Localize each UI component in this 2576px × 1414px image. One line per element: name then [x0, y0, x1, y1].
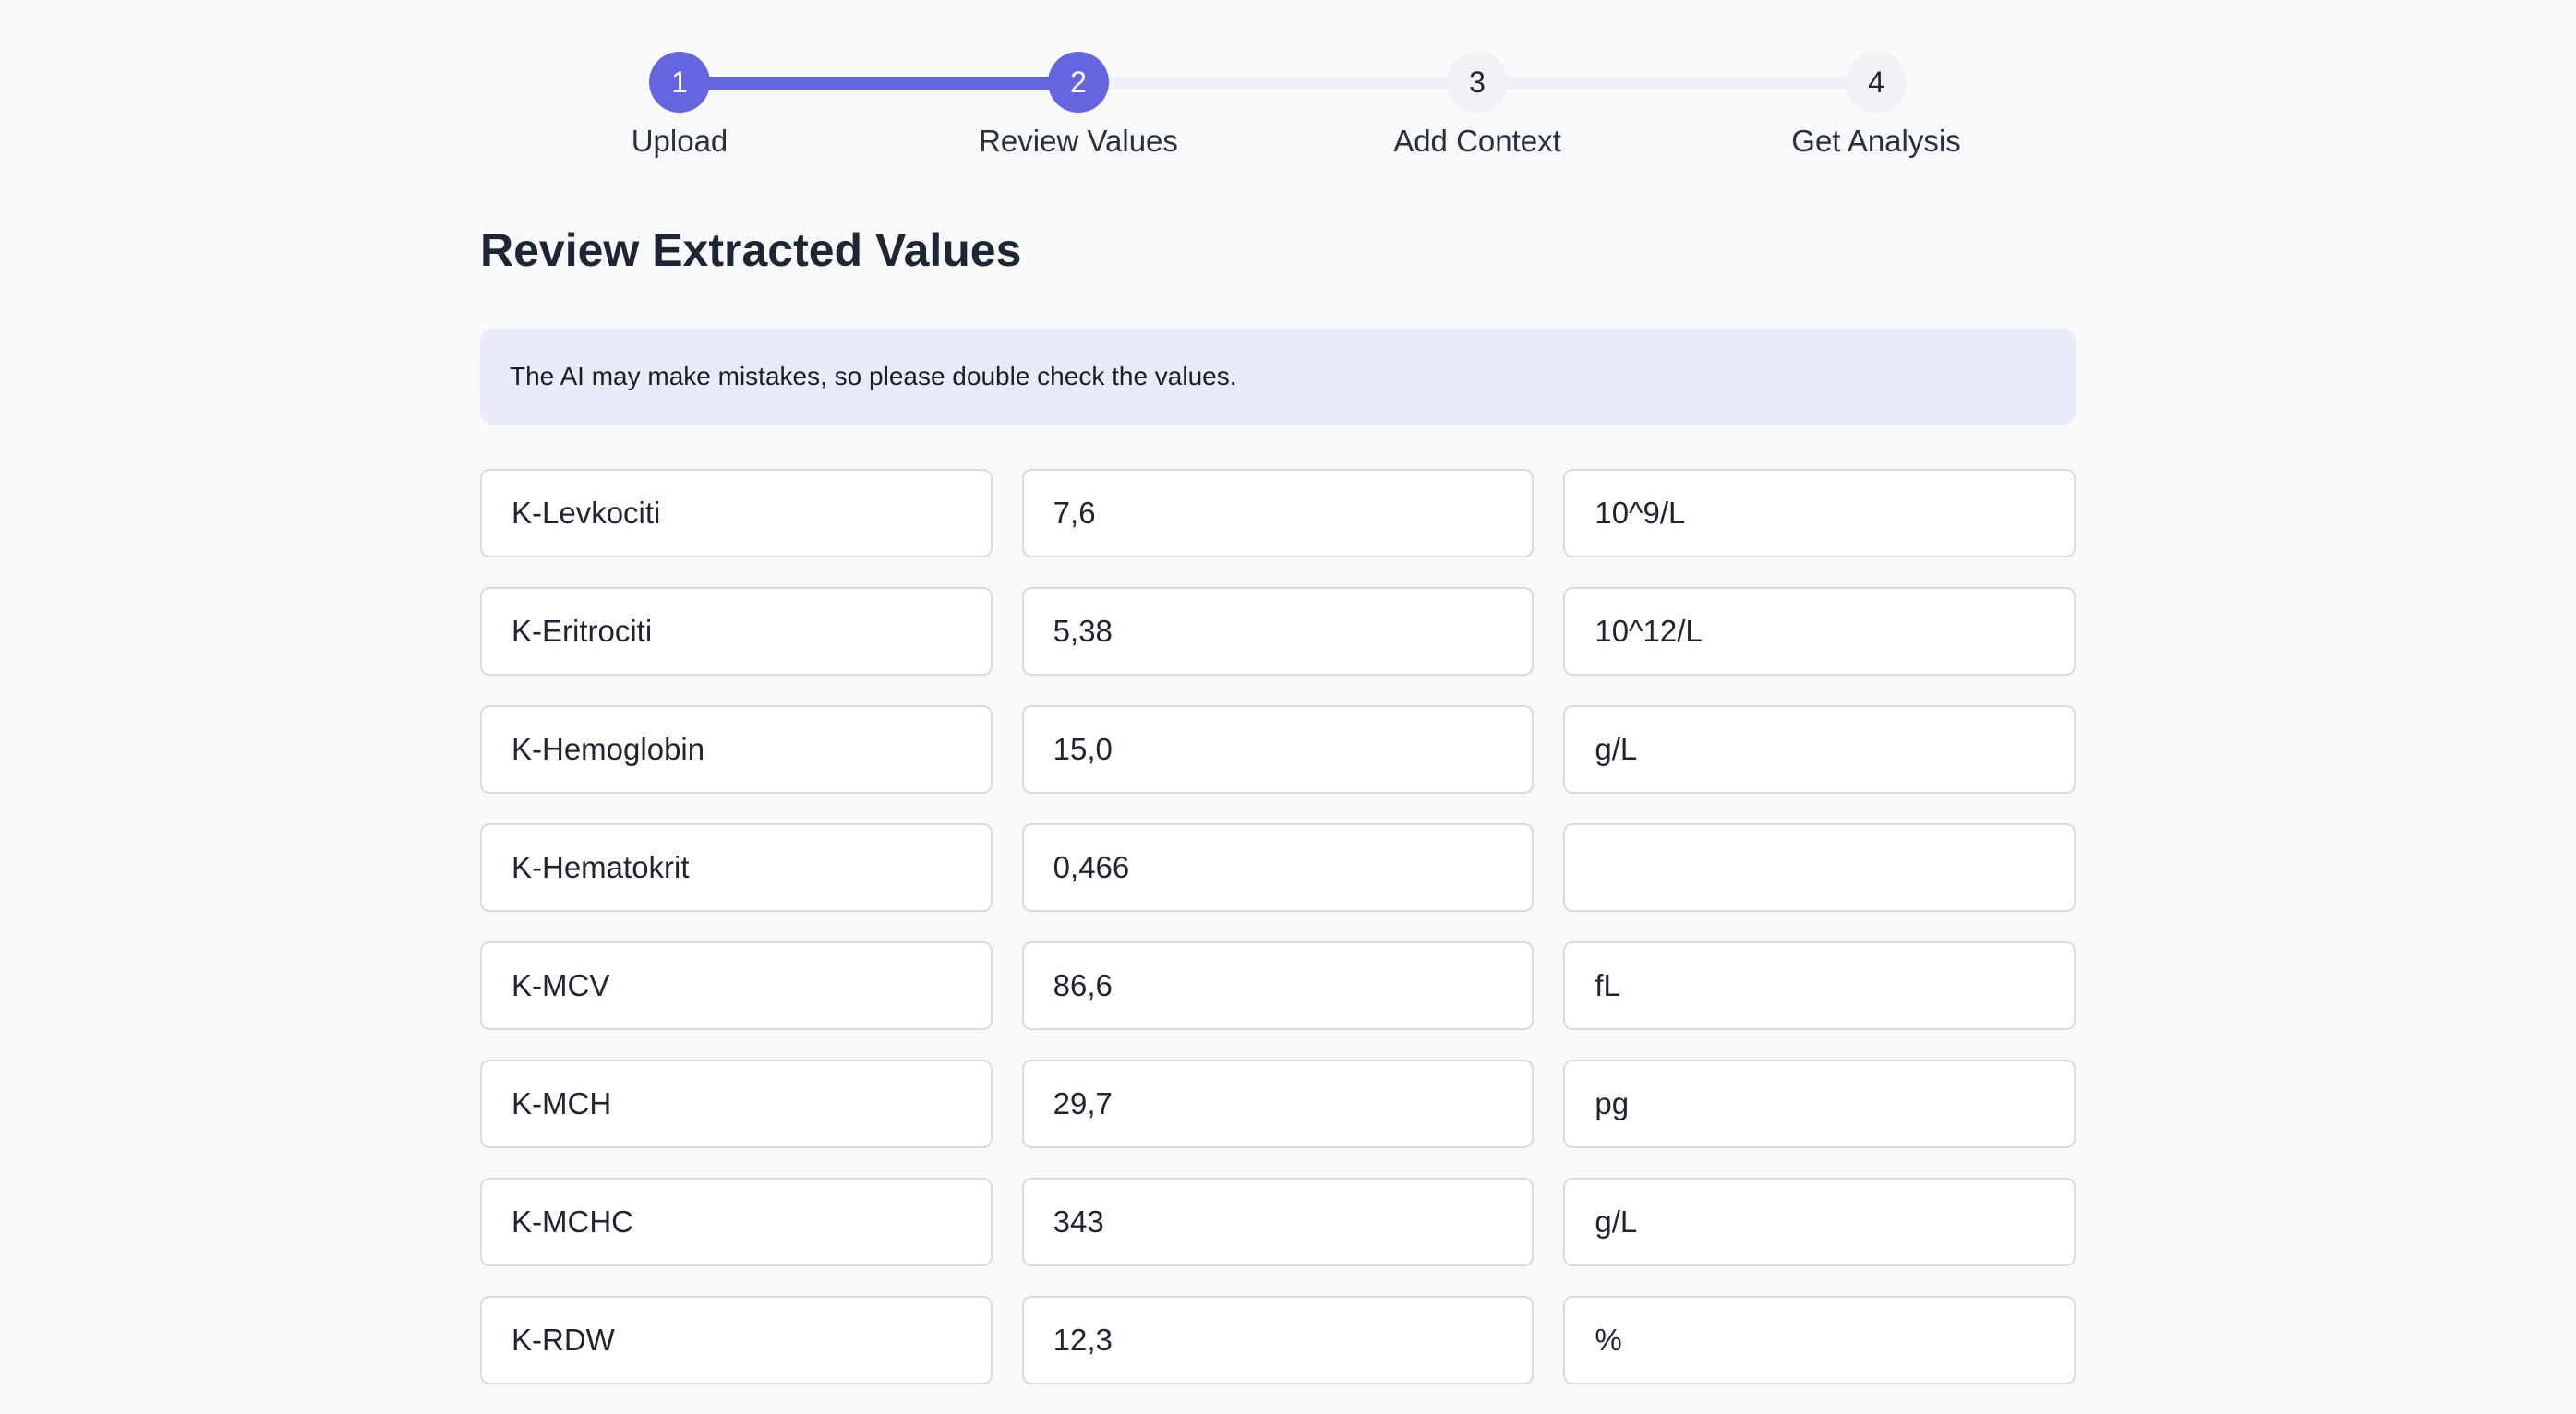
- test-unit-input[interactable]: [1563, 941, 2076, 1030]
- test-unit-input[interactable]: [1563, 469, 2076, 557]
- test-name-input[interactable]: [480, 823, 993, 912]
- value-row: [480, 1296, 2076, 1384]
- test-unit-input[interactable]: [1563, 1296, 2076, 1384]
- ai-warning-notice: The AI may make mistakes, so please doub…: [480, 329, 2076, 425]
- test-value-input[interactable]: [1021, 587, 1535, 676]
- test-value-input[interactable]: [1021, 705, 1535, 794]
- test-unit-input[interactable]: [1563, 1178, 2076, 1266]
- test-unit-input[interactable]: [1563, 705, 2076, 794]
- step-label: Add Context: [1393, 124, 1561, 158]
- test-value-input[interactable]: [1021, 823, 1535, 912]
- extracted-values-list: [480, 469, 2076, 1414]
- step-label: Upload: [631, 124, 728, 158]
- test-name-input[interactable]: [480, 1178, 993, 1266]
- test-name-input[interactable]: [480, 587, 993, 676]
- step-get-analysis: 4 Get Analysis: [1691, 52, 2061, 159]
- stepper-track-progress: [680, 77, 1078, 90]
- test-name-input[interactable]: [480, 469, 993, 557]
- step-add-context: 3 Add Context: [1293, 52, 1662, 159]
- test-name-input[interactable]: [480, 1296, 993, 1384]
- step-number-circle: 2: [1048, 52, 1109, 113]
- step-review-values: 2 Review Values: [894, 52, 1263, 159]
- step-label: Get Analysis: [1791, 124, 1961, 158]
- test-unit-input[interactable]: [1563, 1060, 2076, 1148]
- value-row: [480, 1178, 2076, 1266]
- test-unit-input[interactable]: [1563, 823, 2076, 912]
- step-number-circle: 4: [1846, 52, 1907, 113]
- value-row: [480, 587, 2076, 676]
- step-upload: 1 Upload: [495, 52, 864, 159]
- value-row: [480, 469, 2076, 557]
- test-name-input[interactable]: [480, 705, 993, 794]
- test-value-input[interactable]: [1021, 1178, 1535, 1266]
- test-name-input[interactable]: [480, 1060, 993, 1148]
- page-title: Review Extracted Values: [480, 224, 1022, 276]
- step-number-circle: 3: [1447, 52, 1508, 113]
- test-value-input[interactable]: [1021, 941, 1535, 1030]
- test-value-input[interactable]: [1021, 1296, 1535, 1384]
- test-unit-input[interactable]: [1563, 587, 2076, 676]
- test-name-input[interactable]: [480, 941, 993, 1030]
- notice-text: The AI may make mistakes, so please doub…: [510, 362, 1237, 390]
- value-row: [480, 941, 2076, 1030]
- value-row: [480, 705, 2076, 794]
- step-label: Review Values: [979, 124, 1178, 158]
- test-value-input[interactable]: [1021, 469, 1535, 557]
- value-row: [480, 823, 2076, 912]
- step-number-circle: 1: [649, 52, 710, 113]
- value-row: [480, 1060, 2076, 1148]
- test-value-input[interactable]: [1021, 1060, 1535, 1148]
- progress-stepper: 1 Upload 2 Review Values 3 Add Context 4…: [0, 0, 2576, 185]
